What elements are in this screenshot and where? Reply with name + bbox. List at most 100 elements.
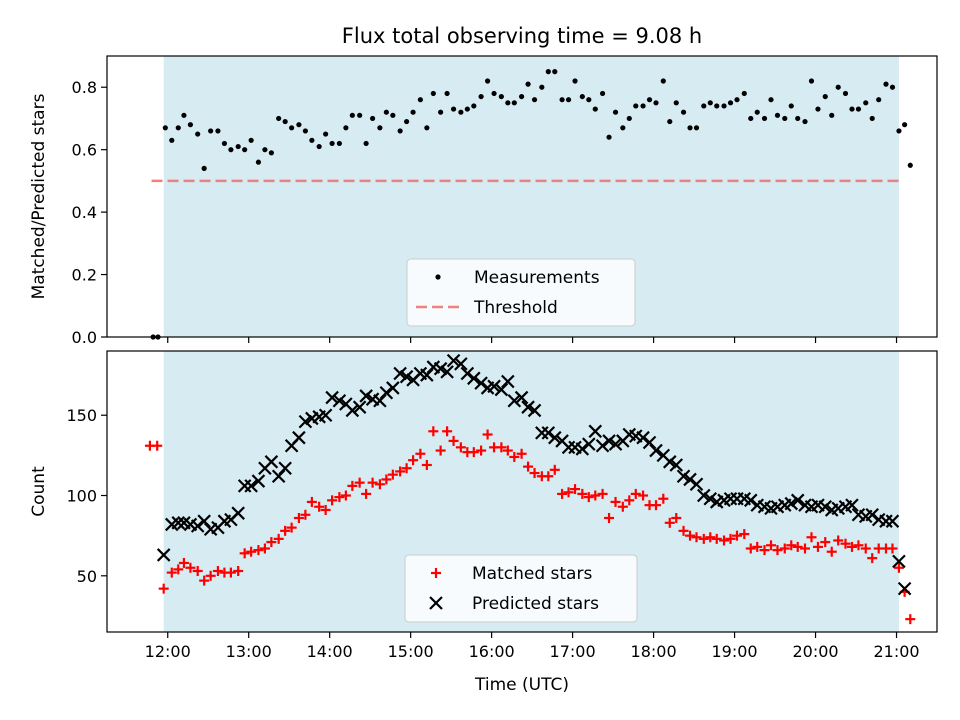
x-tick-label: 12:00 [145,642,191,661]
measurement-point [438,110,443,115]
measurement-point [444,91,449,96]
measurement-point [519,94,524,99]
measurement-point [424,125,429,130]
measurement-point [283,119,288,124]
measurement-point [870,116,875,121]
x-tick-label: 17:00 [550,642,596,661]
measurement-point [681,110,686,115]
measurement-point [890,85,895,90]
legend-measurements-label: Measurements [474,268,600,288]
measurement-point [404,119,409,124]
measurement-point [775,113,780,118]
measurement-point [902,122,907,127]
legend-measurements-marker [435,274,440,279]
measurement-point [559,97,564,102]
measurement-point [708,100,713,105]
measurement-point [647,97,652,102]
measurement-point [734,97,739,102]
x-tick-label: 21:00 [873,642,919,661]
y-tick-label: 0.0 [72,328,97,347]
measurement-point [390,113,395,118]
measurement-point [309,138,314,143]
measurement-point [410,110,415,115]
measurement-point [653,100,658,105]
y-tick-label: 0.4 [72,203,97,222]
measurement-point [431,91,436,96]
measurement-point [742,91,747,96]
measurement-point [552,69,557,74]
measurement-point [863,100,868,105]
measurement-point [276,116,281,121]
x-tick-label: 20:00 [792,642,838,661]
measurement-point [289,125,294,130]
measurement-point [580,94,585,99]
measurement-point [202,166,207,171]
measurement-point [398,128,403,133]
x-tick-label: 14:00 [307,642,353,661]
measurement-point [181,113,186,118]
measurement-point [849,106,854,111]
measurement-point [768,97,773,102]
legend-predicted-label: Predicted stars [472,594,599,614]
measurement-point [525,82,530,87]
measurement-point [539,85,544,90]
measurement-point [789,103,794,108]
measurement-point [303,128,308,133]
legend-threshold-label: Threshold [473,298,558,318]
bottom-legend: Matched stars Predicted stars [405,555,637,622]
measurement-point [330,141,335,146]
measurement-point [323,131,328,136]
measurement-point [176,125,181,130]
measurement-point [836,85,841,90]
measurement-point [505,100,510,105]
measurement-point [620,125,625,130]
measurement-point [593,106,598,111]
measurement-point [256,160,261,165]
measurement-point [337,141,342,146]
measurement-point [823,94,828,99]
top-y-axis-label: Matched/Predicted stars [29,93,49,299]
measurement-point [896,128,901,133]
measurement-point [163,125,168,130]
measurement-point [269,150,274,155]
measurement-point [249,138,254,143]
measurement-point [809,78,814,83]
x-tick-label: 13:00 [226,642,272,661]
measurement-point [491,91,496,96]
measurement-point [755,110,760,115]
measurement-point [661,78,666,83]
measurement-point [795,116,800,121]
measurement-point [512,100,517,105]
ratio-panel: 0.00.20.40.60.8 Matched/Predicted stars … [29,56,937,347]
measurement-point [350,113,355,118]
measurement-point [606,135,611,140]
measurement-point [364,141,369,146]
chart-title: Flux total observing time = 9.08 h [342,24,702,48]
measurement-point [546,69,551,74]
measurement-point [236,144,241,149]
measurement-point [613,110,618,115]
measurement-point [815,106,820,111]
measurement-point [586,97,591,102]
measurement-point [208,128,213,133]
x-axis-label: Time (UTC) [474,675,569,695]
measurement-point [627,116,632,121]
measurement-point [377,125,382,130]
measurement-point [856,106,861,111]
measurement-point [876,97,881,102]
measurement-point [296,122,301,127]
measurement-point [782,116,787,121]
x-tick-label: 19:00 [712,642,758,661]
measurement-point [532,97,537,102]
measurement-point [667,119,672,124]
measurement-point [451,106,456,111]
measurement-point [384,110,389,115]
measurement-point [728,100,733,105]
y-tick-label: 0.2 [72,266,97,285]
x-tick-label: 15:00 [388,642,434,661]
measurement-point [499,94,504,99]
measurement-point [701,103,706,108]
measurement-point [748,116,753,121]
x-tick-label: 18:00 [631,642,677,661]
